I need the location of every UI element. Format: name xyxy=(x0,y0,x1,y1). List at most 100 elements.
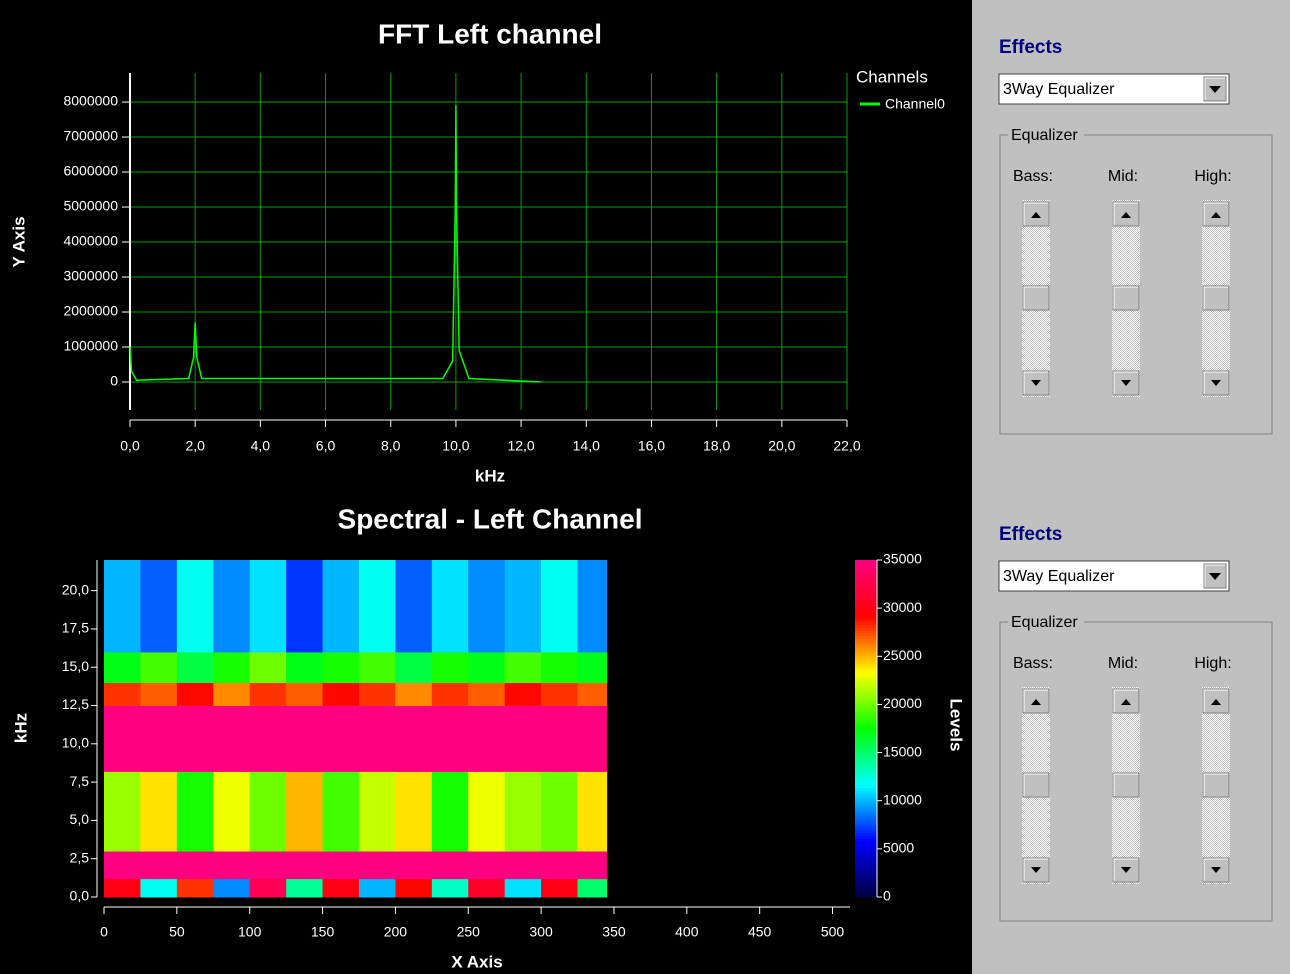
effect-select-value: 3Way Equalizer xyxy=(1003,81,1115,98)
x-tick-label: 16,0 xyxy=(638,438,665,454)
heatmap-cell xyxy=(177,771,214,851)
colorbar-tick-label: 25000 xyxy=(883,647,922,663)
colorbar-segment xyxy=(855,560,877,563)
x-axis-label: X Axis xyxy=(451,952,502,971)
panel-title: Effects xyxy=(999,37,1062,58)
slider-label: High: xyxy=(1194,655,1231,672)
x-tick-label: 18,0 xyxy=(703,438,730,454)
heatmap-cell xyxy=(505,560,542,652)
heatmap-cell xyxy=(140,560,177,652)
heatmap-cell xyxy=(395,706,432,772)
x-tick-label: 22,0 xyxy=(833,438,860,454)
slider-thumb[interactable] xyxy=(1203,286,1229,310)
y-tick-label: 6000000 xyxy=(63,163,118,179)
heatmap-cell xyxy=(468,851,505,879)
heatmap-cell xyxy=(286,683,323,706)
heatmap-cell xyxy=(104,879,141,898)
slider-label: Mid: xyxy=(1108,168,1138,185)
heatmap-cell xyxy=(140,851,177,879)
heatmap-cell xyxy=(250,683,287,706)
x-tick-label: 450 xyxy=(748,924,772,940)
y-axis-label: Y Axis xyxy=(9,216,28,267)
heatmap-cell xyxy=(250,706,287,772)
x-tick-label: 300 xyxy=(529,924,553,940)
heatmap-cell xyxy=(505,879,542,898)
y-tick-label: 20,0 xyxy=(62,581,89,597)
heatmap-cell xyxy=(505,771,542,851)
heatmap-cell xyxy=(395,851,432,879)
heatmap-cell xyxy=(104,706,141,772)
heatmap-cell xyxy=(359,879,396,898)
heatmap-cell xyxy=(250,652,287,683)
heatmap-cell xyxy=(286,851,323,879)
heatmap-cell xyxy=(541,879,578,898)
y-tick-label: 15,0 xyxy=(62,658,89,674)
heatmap-cell xyxy=(432,652,469,683)
x-axis-label: kHz xyxy=(475,466,505,485)
heatmap-cell xyxy=(286,879,323,898)
x-tick-label: 350 xyxy=(602,924,626,940)
x-tick-label: 0,0 xyxy=(120,438,140,454)
chart-title: FFT Left channel xyxy=(378,18,602,49)
heatmap-cell xyxy=(468,652,505,683)
colorbar-tick-label: 10000 xyxy=(883,791,922,807)
x-tick-label: 400 xyxy=(675,924,699,940)
heatmap-cell xyxy=(104,652,141,683)
x-tick-label: 250 xyxy=(457,924,481,940)
x-tick-label: 500 xyxy=(821,924,845,940)
slider-thumb[interactable] xyxy=(1023,773,1049,797)
heatmap-cell xyxy=(505,683,542,706)
legend-label: Channel0 xyxy=(885,96,945,112)
y-tick-label: 5000000 xyxy=(63,198,118,214)
heatmap-cell xyxy=(578,652,608,683)
heatmap-cell xyxy=(104,851,141,879)
heatmap-cell xyxy=(213,851,250,879)
x-tick-label: 6,0 xyxy=(316,438,336,454)
heatmap-cell xyxy=(468,560,505,652)
heatmap-cell xyxy=(395,652,432,683)
x-tick-label: 14,0 xyxy=(573,438,600,454)
group-title: Equalizer xyxy=(1011,127,1078,144)
heatmap-cell xyxy=(395,683,432,706)
heatmap-cell xyxy=(323,560,360,652)
group-title: Equalizer xyxy=(1011,614,1078,631)
heatmap-cell xyxy=(177,652,214,683)
panel-title: Effects xyxy=(999,524,1062,545)
heatmap-cell xyxy=(213,706,250,772)
y-tick-label: 1000000 xyxy=(63,338,118,354)
y-tick-label: 7000000 xyxy=(63,128,118,144)
heatmap-cell xyxy=(177,879,214,898)
heatmap-cell xyxy=(468,683,505,706)
x-tick-label: 12,0 xyxy=(507,438,534,454)
slider-thumb[interactable] xyxy=(1203,773,1229,797)
slider-thumb[interactable] xyxy=(1023,286,1049,310)
x-tick-label: 10,0 xyxy=(442,438,469,454)
heatmap-cell xyxy=(541,706,578,772)
heatmap-cell xyxy=(432,771,469,851)
slider-label: Bass: xyxy=(1013,168,1053,185)
heatmap-cell xyxy=(250,879,287,898)
x-tick-label: 0 xyxy=(100,924,108,940)
heatmap-cell xyxy=(432,879,469,898)
heatmap-cell xyxy=(286,560,323,652)
slider-label: High: xyxy=(1194,168,1231,185)
y-tick-label: 17,5 xyxy=(62,620,89,636)
heatmap-cell xyxy=(323,683,360,706)
heatmap-cell xyxy=(323,706,360,772)
heatmap-cell xyxy=(432,560,469,652)
slider-thumb[interactable] xyxy=(1113,286,1139,310)
y-axis-label: kHz xyxy=(11,713,30,743)
heatmap-cell xyxy=(323,851,360,879)
screen: FFT Left channel0,02,04,06,08,010,012,01… xyxy=(0,0,1290,974)
y-tick-label: 3000000 xyxy=(63,268,118,284)
heatmap-cell xyxy=(359,683,396,706)
slider-thumb[interactable] xyxy=(1113,773,1139,797)
x-tick-label: 100 xyxy=(238,924,262,940)
page: FFT Left channel0,02,04,06,08,010,012,01… xyxy=(0,0,1290,974)
x-tick-label: 20,0 xyxy=(768,438,795,454)
heatmap-cell xyxy=(468,771,505,851)
heatmap-cell xyxy=(578,706,608,772)
heatmap-cell xyxy=(323,879,360,898)
y-tick-label: 2,5 xyxy=(70,849,90,865)
heatmap-cell xyxy=(359,851,396,879)
